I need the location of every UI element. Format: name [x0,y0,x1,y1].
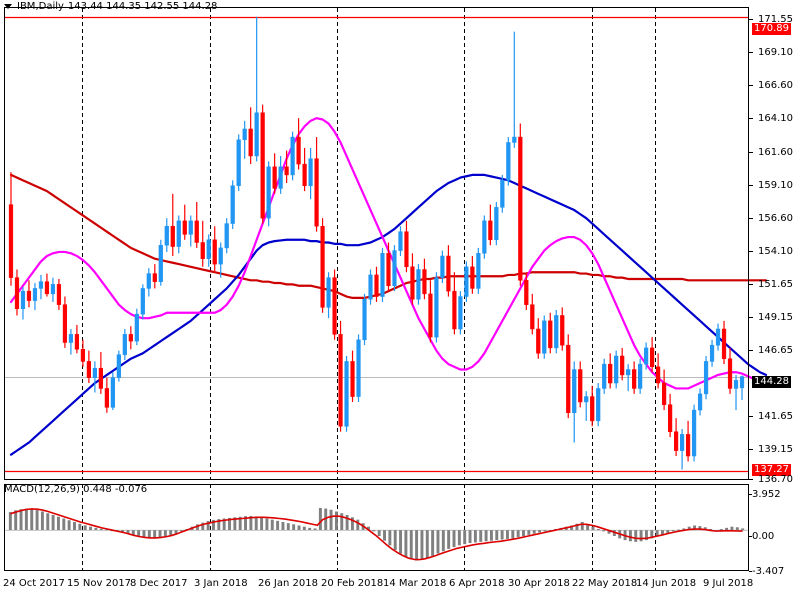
macd-axis-tick-label: 3.952 [752,489,781,500]
date-axis-tick-label: 24 Oct 2017 [3,578,65,589]
price-axis-tick-label: 151.65 [758,279,793,290]
date-axis-tick-label: 3 Jan 2018 [194,578,248,589]
ohlc-values: 143.44 144.35 142.55 144.28 [67,1,218,12]
price-axis-tick-label: 156.60 [758,213,793,224]
price-axis-tick-label: 146.65 [758,345,793,356]
date-axis-tick-label: 14 Mar 2018 [383,578,447,589]
panel-borders [4,7,753,572]
last-price-badge[interactable]: 144.28 [752,376,791,388]
price-axis-tick-label: 141.65 [758,411,793,422]
date-axis-tick-label: 6 Apr 2018 [449,578,505,589]
price-axis-tick-label: 166.60 [758,80,793,91]
date-axis-tick-label: 14 Jun 2018 [636,578,697,589]
price-axis-tick-label: 161.60 [758,147,793,158]
chart-header: IBM,Daily 143.44 144.35 142.55 144.28 [0,0,217,13]
date-axis-tick-label: 9 Jul 2018 [703,578,754,589]
horizontal-price-lines [5,16,748,473]
date-axis-tick-label: 22 May 2018 [572,578,638,589]
price-axis-tick-label: 159.10 [758,180,793,191]
date-axis-tick-label: 30 Apr 2018 [508,578,570,589]
date-axis-tick-label: 20 Feb 2018 [321,578,384,589]
price-axis-tick-label: 136.70 [758,474,793,485]
price-axis-tick-label: 164.10 [758,113,793,124]
date-axis-tick-label: 15 Nov 2017 [67,578,132,589]
price-axis-tick-label: 139.15 [758,444,793,455]
macd-histogram [5,507,748,561]
vertical-gridlines [82,8,656,570]
date-axis-tick-label: 26 Jan 2018 [258,578,318,589]
macd-axis-tick-label: -3.407 [752,566,785,577]
macd-axis-tick-label: 0.00 [752,531,775,542]
macd-signal-line [10,508,743,561]
price-axis-tick-label: 154.10 [758,246,793,257]
price-axis-tick-label: 169.10 [758,47,793,58]
macd-indicator-label: MACD(12,26,9) 0.448 -0.076 [4,484,148,495]
price-axis-tick-label: 149.15 [758,312,793,323]
symbol-label: IBM,Daily [17,1,64,12]
candlestick-series[interactable] [8,16,745,470]
price-level-badge[interactable]: 137.27 [752,464,791,476]
price-axis-tick-label: 171.55 [758,14,793,25]
price-level-badge[interactable]: 170.89 [752,23,791,35]
triangle-down-icon[interactable] [4,4,12,9]
date-axis-tick-label: 8 Dec 2017 [130,578,188,589]
